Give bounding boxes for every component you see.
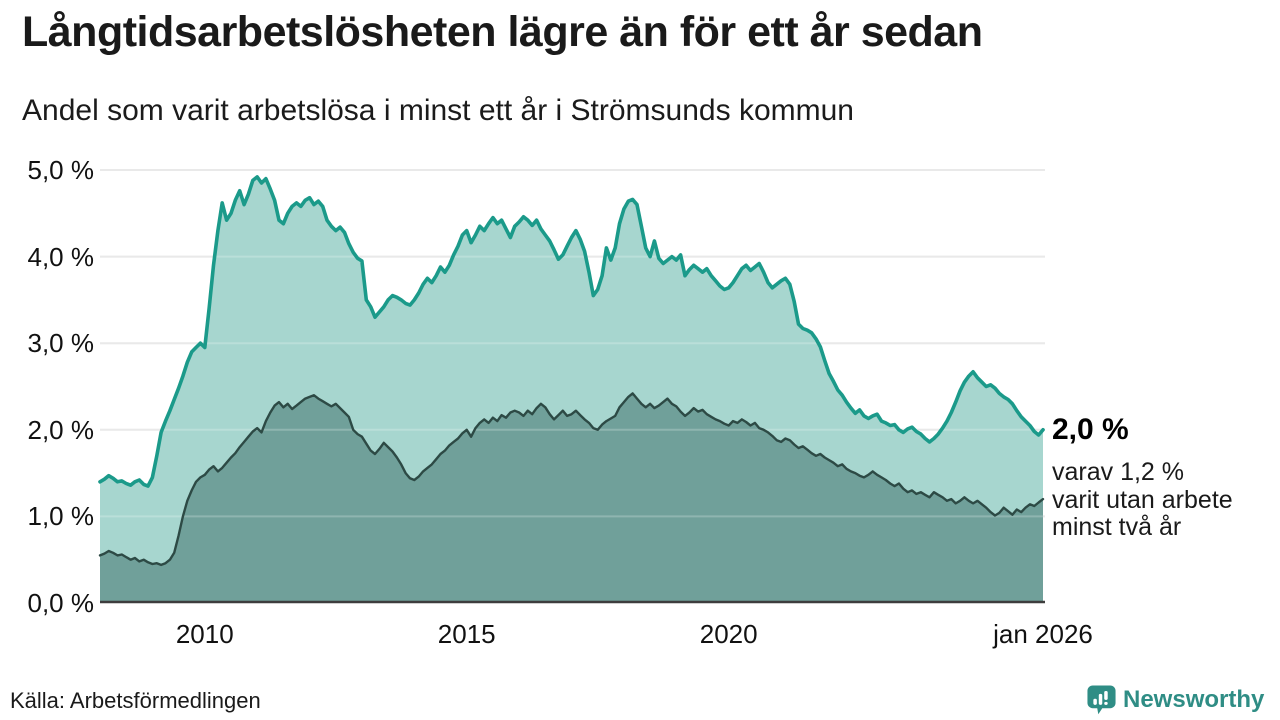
page-subtitle: Andel som varit arbetslösa i minst ett å…: [22, 94, 854, 127]
y-axis-label: 1,0 %: [27, 501, 95, 532]
x-axis-label: 2015: [437, 619, 496, 649]
annotation-detail: varav 1,2 % varit utan arbete minst två …: [1052, 458, 1233, 542]
area-fill-series-2: [100, 393, 1043, 603]
current-value-label: 2,0 %: [1052, 413, 1129, 446]
annotation-detail-line-2: varit utan arbete: [1052, 485, 1233, 514]
y-axis-label: 5,0 %: [27, 155, 95, 185]
line-series-2: [98, 392, 1045, 567]
newsworthy-logo: Newsworthy: [1086, 684, 1264, 715]
x-axis-label: 2010: [175, 619, 234, 649]
x-axis-label: jan 2026: [993, 619, 1093, 649]
y-axis-label: 4,0 %: [27, 241, 95, 272]
page-title: Långtidsarbetslösheten lägre än för ett …: [22, 8, 983, 56]
y-axis-label: 2,0 %: [27, 414, 95, 445]
annotation-detail-line-1: varav 1,2 %: [1052, 458, 1185, 486]
y-axis-label: 3,0 %: [27, 328, 95, 359]
newsworthy-wordmark: Newsworthy: [1123, 685, 1265, 713]
line-series-1: [98, 175, 1045, 488]
speech-bubble-barchart-icon: [1087, 685, 1116, 715]
y-axis-label: 0,0 %: [27, 588, 95, 618]
x-axis-label: 2020: [699, 619, 758, 649]
annotation-detail-line-3: minst två år: [1052, 513, 1182, 541]
source-note: Källa: Arbetsförmedlingen: [10, 688, 261, 713]
